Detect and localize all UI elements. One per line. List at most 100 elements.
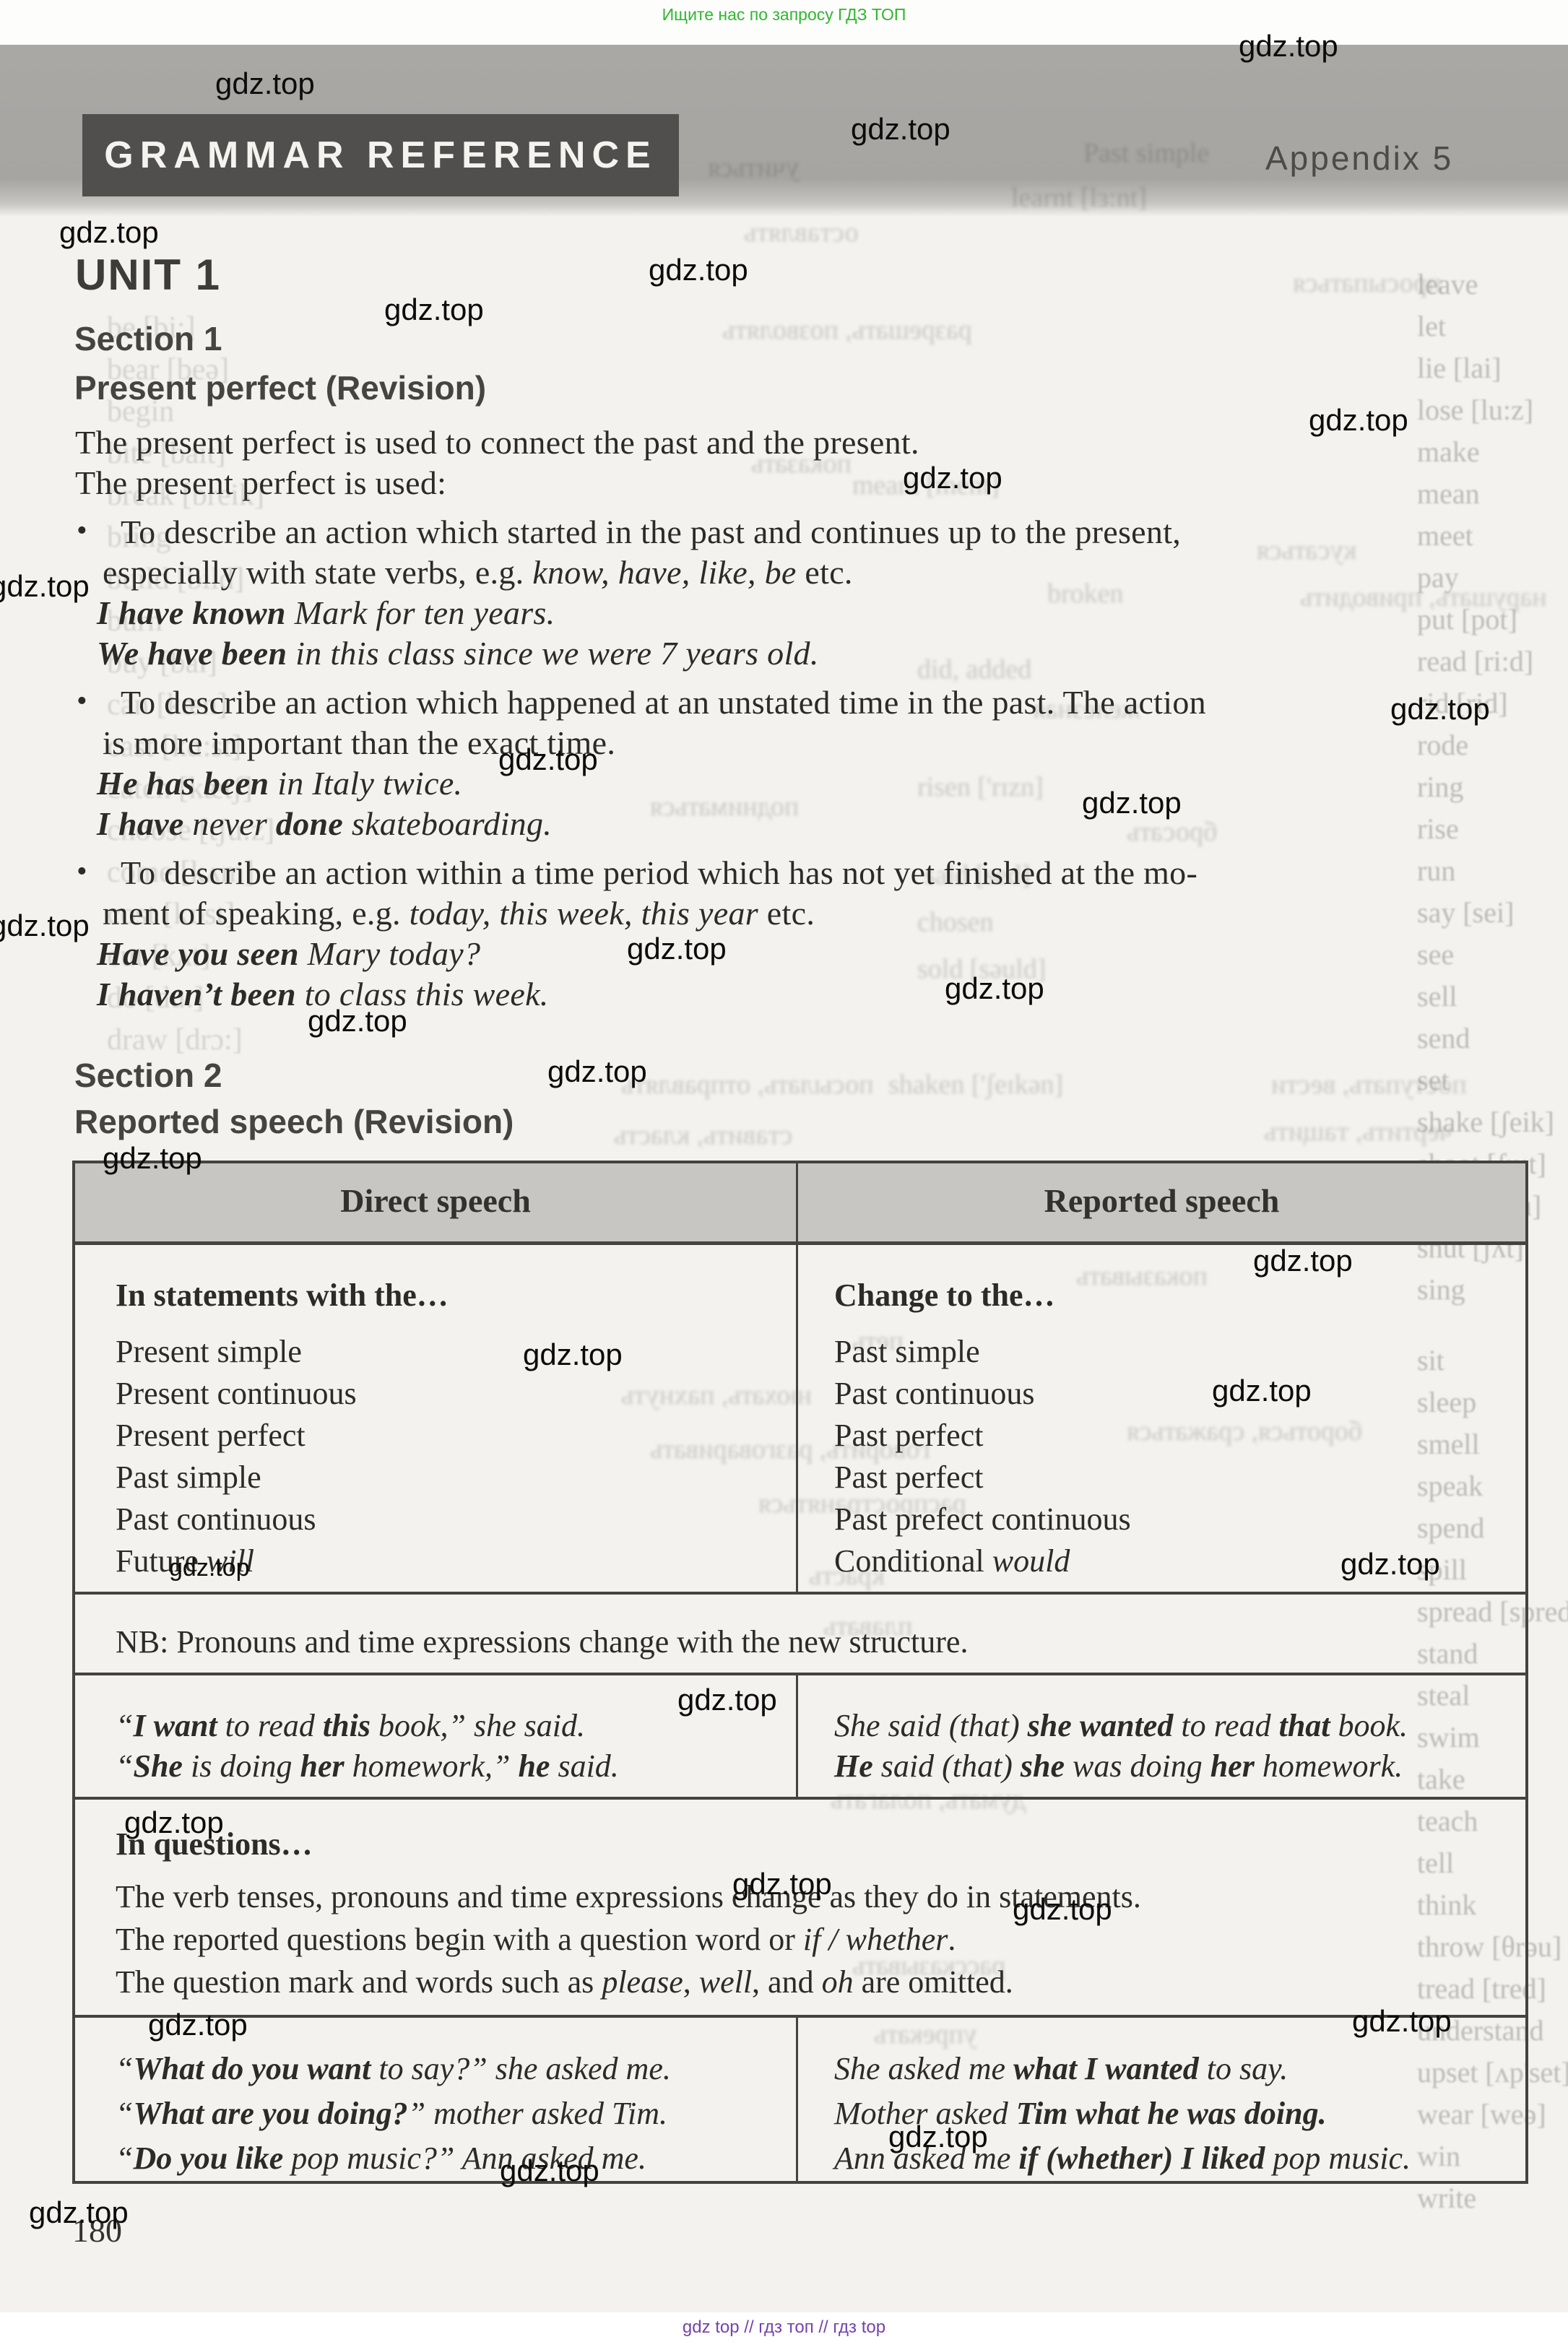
watermark-gdz-top: gdz.top [1340, 1547, 1440, 1581]
ghost-text: посылать, отправлять [621, 1070, 874, 1100]
statement-examples-row: “I want to read this book,” she said. “Sh… [75, 1673, 1525, 1797]
text-segment: She asked me [834, 2051, 1014, 2086]
example-line: “I want to read this book,” she said. [116, 1706, 796, 1746]
section-1-subtitle: Present perfect (Revision) [74, 369, 487, 407]
example-line: We have been in this class since we were… [97, 633, 1534, 674]
watermark-gdz-top: gdz.top [888, 2120, 988, 2154]
text-segment: know, have, like, be [532, 554, 797, 591]
text-segment: etc. [758, 895, 815, 932]
text-segment: Present perfect [116, 1418, 306, 1453]
example-line: “What are you doing?” mother asked Tim. [116, 2091, 796, 2136]
reported-speech-table: Direct speech Reported speech In stateme… [72, 1161, 1528, 2184]
ghost-text: teach [1417, 1805, 1478, 1837]
watermark-gdz-top: gdz.top [0, 569, 90, 603]
text-segment: “ [116, 1708, 134, 1743]
text-segment: pop music?” Ann asked me. [283, 2141, 646, 2176]
ghost-text: see [1417, 938, 1455, 971]
text-segment: said. [550, 1748, 619, 1784]
text-segment: “ [116, 2051, 134, 2086]
watermark-gdz-top: gdz.top [169, 1554, 250, 1582]
section-1-heading: Section 1 [74, 320, 222, 357]
text-segment: was doing [1065, 1748, 1210, 1784]
ghost-text: think [1417, 1888, 1477, 1921]
watermark-gdz-top: gdz.top [627, 932, 727, 966]
ghost-text: sit [1417, 1344, 1444, 1376]
bullet-marker-icon: • [77, 685, 88, 718]
text-segment: she wanted [1027, 1708, 1174, 1743]
ghost-text: оставлять [744, 217, 859, 248]
text-segment: what I wanted [1013, 2051, 1199, 2086]
text-segment: He has been [97, 765, 269, 802]
text-segment: The verb tenses, pronouns and time expre… [116, 1879, 1141, 1914]
text-segment: Past simple [116, 1460, 261, 1495]
ghost-text: ring [1417, 771, 1464, 803]
ghost-text: просыпаться [1293, 268, 1442, 298]
text-segment: are omitted. [853, 1964, 1013, 2000]
text-segment: homework. [1254, 1748, 1403, 1784]
ghost-text: поступать, вести [1271, 1070, 1467, 1100]
ghost-text: rise [1417, 812, 1459, 845]
text-segment: would [992, 1543, 1070, 1579]
promo-note-bottom: gdz top // гдз топ // гдз top [682, 2317, 886, 2337]
text-segment: in this class since we were 7 years old. [287, 635, 819, 672]
text-segment: What do you want [133, 2051, 371, 2086]
text-segment: if / whether [802, 1922, 948, 1957]
ghost-text: take [1417, 1763, 1465, 1795]
ghost-text: set [1417, 1064, 1450, 1096]
text-segment: etc. [796, 554, 853, 591]
ghost-text: put [pot] [1417, 603, 1517, 636]
text-segment: To describe an action which started in t… [121, 513, 1182, 550]
ghost-text: be [bi:] [107, 311, 196, 344]
column-lead: In statements with the… [116, 1278, 449, 1313]
ghost-text: sold [səuld] [917, 954, 1047, 984]
ghost-text: throw [θrəu] [1417, 1930, 1562, 1963]
ghost-text: swim [1417, 1721, 1480, 1753]
text-segment: her [1210, 1748, 1255, 1784]
ghost-text: meet [1417, 519, 1473, 552]
ghost-text: make [1417, 435, 1480, 468]
example-line: Have you seen Mary today? [97, 934, 1534, 974]
example-line: “She is doing her homework,” he said. [116, 1746, 796, 1787]
bullet-line: is more important than the exact time. [103, 723, 1534, 763]
text-segment: in Italy twice. [269, 765, 463, 802]
watermark-gdz-top: gdz.top [215, 66, 315, 100]
ghost-text: risen ['rɪzn] [917, 772, 1044, 802]
top-strip: Ищите нас по запросу ГДЗ ТОП [0, 0, 1568, 45]
ghost-text: draw [drɔ:] [107, 1023, 243, 1057]
ghost-text: stand [1417, 1637, 1478, 1670]
text-segment: she [1020, 1748, 1065, 1784]
bullet-marker-icon: • [77, 855, 88, 888]
ghost-text: buy [bai] [107, 646, 217, 680]
watermark-gdz-top: gdz.top [500, 2154, 599, 2187]
ghost-text: leave [1417, 268, 1478, 300]
tense-item: Past simple [834, 1331, 1525, 1373]
text-segment: Conditional [834, 1543, 992, 1579]
text-segment: Present continuous [116, 1376, 357, 1411]
column-lead: Change to the… [834, 1278, 1055, 1313]
text-segment: well [698, 1964, 753, 2000]
watermark-gdz-top: gdz.top [498, 742, 598, 776]
ghost-text: sleep [1417, 1386, 1477, 1418]
example-line: “What do you want to say?” she asked me. [116, 2047, 796, 2091]
text-segment: I haven’t been [97, 976, 296, 1012]
watermark-gdz-top: gdz.top [523, 1337, 623, 1371]
watermark-gdz-top: gdz.top [124, 1805, 224, 1839]
section-2-subtitle: Reported speech (Revision) [74, 1103, 514, 1140]
ghost-text: broken [1047, 578, 1124, 609]
text-segment: to class this week. [295, 976, 549, 1012]
text-segment: What are you doing? [133, 2096, 408, 2131]
question-examples-direct-cell: “What do you want to say?” she asked me.… [75, 2018, 798, 2181]
watermark-gdz-top: gdz.top [677, 1683, 777, 1717]
ghost-text: rode [1417, 729, 1469, 761]
ghost-text: shake [ʃeik] [1417, 1106, 1554, 1138]
ghost-text: run [1417, 854, 1456, 887]
example-line: Ann asked me if (whether) I liked pop mu… [834, 2136, 1525, 2181]
ghost-text: can [kæn] [107, 688, 228, 721]
ghost-text: bear [beə] [107, 353, 230, 386]
bullet-item: • To describe an action which started in … [75, 512, 1534, 674]
watermark-gdz-top: gdz.top [1212, 1374, 1312, 1408]
text-segment: homework,” [344, 1748, 519, 1784]
text-segment: To describe an action which happened at … [121, 684, 1206, 721]
text-segment: Past perfect [834, 1460, 984, 1495]
intro-line: The present perfect is used: [75, 464, 447, 501]
